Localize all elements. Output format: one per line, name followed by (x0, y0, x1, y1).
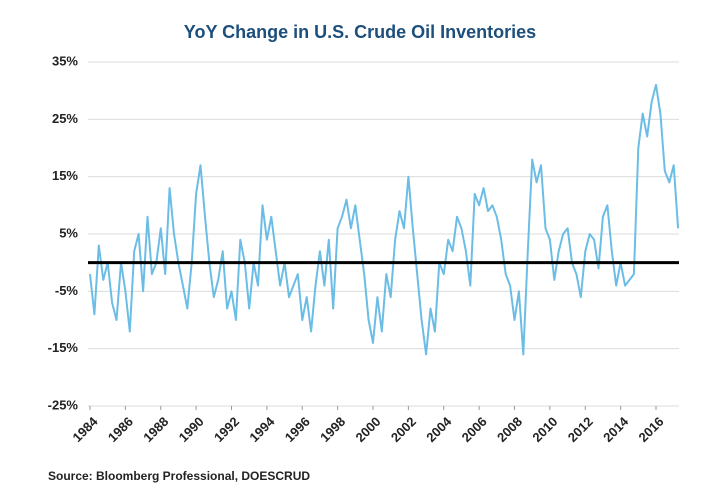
y-tick-label: 25% (52, 111, 78, 126)
x-tick-label: 2012 (565, 414, 596, 445)
x-tick-label: 1998 (317, 414, 348, 445)
x-tick-label: 2002 (388, 414, 419, 445)
x-tick-label: 2004 (423, 413, 455, 445)
y-tick-label: -15% (48, 340, 79, 355)
x-tick-label: 1986 (105, 414, 136, 445)
chart-title: YoY Change in U.S. Crude Oil Inventories (184, 22, 536, 42)
x-tick-label: 1990 (176, 414, 207, 445)
x-tick-label: 1996 (282, 414, 313, 445)
y-tick-label: 5% (59, 225, 78, 240)
x-tick-label: 1988 (140, 414, 171, 445)
x-tick-label: 2008 (494, 414, 525, 445)
x-tick-label: 2010 (529, 414, 560, 445)
source-note: Source: Bloomberg Professional, DOESCRUD (48, 469, 310, 483)
data-line (89, 83, 680, 356)
y-tick-label: 35% (52, 53, 78, 68)
x-tick-label: 1984 (69, 413, 101, 445)
x-tick-label: 2014 (600, 413, 632, 445)
x-tick-label: 2000 (352, 414, 383, 445)
x-tick-label: 1994 (246, 413, 278, 445)
x-tick-label: 2016 (636, 414, 667, 445)
x-tick-label: 1992 (211, 414, 242, 445)
y-tick-label: -25% (48, 397, 79, 412)
y-tick-label: 15% (52, 168, 78, 183)
x-tick-label: 2006 (459, 414, 490, 445)
y-tick-label: -5% (55, 283, 79, 298)
